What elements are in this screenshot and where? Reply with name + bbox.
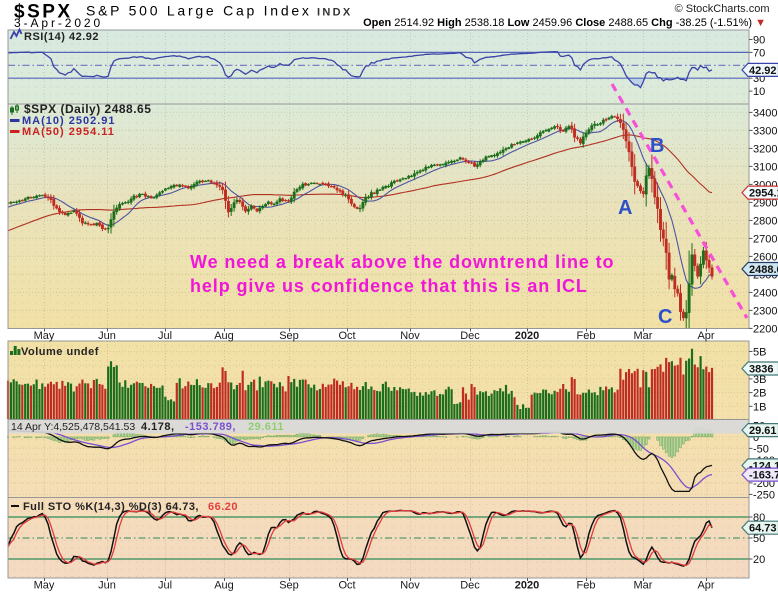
svg-text:Mar: Mar (634, 330, 653, 342)
svg-text:-50: -50 (753, 443, 769, 455)
svg-text:3400: 3400 (753, 107, 777, 119)
svg-text:3B: 3B (753, 374, 766, 386)
svg-text:1B: 1B (753, 401, 766, 413)
svg-text:C: C (658, 306, 672, 328)
svg-text:help give us confidence that t: help give us confidence that this is an … (190, 276, 588, 296)
svg-text:Dec: Dec (460, 330, 480, 342)
svg-text:-163.7: -163.7 (749, 470, 778, 482)
svg-text:Dec: Dec (460, 580, 480, 592)
svg-text:Feb: Feb (577, 580, 596, 592)
svg-text:3-Apr-2020: 3-Apr-2020 (14, 16, 103, 30)
svg-text:Aug: Aug (214, 330, 234, 342)
svg-text:42.92: 42.92 (749, 65, 777, 77)
svg-text:3300: 3300 (753, 125, 777, 137)
svg-text:Aug: Aug (214, 580, 234, 592)
svg-text:5B: 5B (753, 347, 766, 359)
svg-text:Jun: Jun (98, 580, 116, 592)
svg-text:0: 0 (753, 432, 759, 444)
svg-text:29.61: 29.61 (749, 425, 777, 437)
svg-text:4.178,: 4.178, (141, 421, 175, 433)
svg-text:Jul: Jul (158, 330, 172, 342)
svg-text:We need a break above the down: We need a break above the downtrend line… (190, 252, 614, 272)
svg-text:RSI(14) 42.92: RSI(14) 42.92 (24, 31, 99, 43)
svg-text:MA(50) 2954.11: MA(50) 2954.11 (22, 126, 115, 138)
svg-text:Full STO %K(14,3) %D(3) 64.73,: Full STO %K(14,3) %D(3) 64.73, (23, 501, 199, 513)
svg-text:2020: 2020 (515, 330, 539, 342)
svg-text:2200: 2200 (753, 323, 777, 335)
svg-text:10: 10 (753, 86, 765, 98)
svg-text:29.611: 29.611 (248, 421, 284, 433)
svg-text:May: May (34, 330, 55, 342)
svg-text:2800: 2800 (753, 215, 777, 227)
svg-text:3200: 3200 (753, 143, 777, 155)
svg-text:66.20: 66.20 (208, 501, 238, 513)
svg-text:2600: 2600 (753, 251, 777, 263)
svg-text:2700: 2700 (753, 233, 777, 245)
svg-text:3836: 3836 (749, 364, 773, 376)
svg-text:-153.789,: -153.789, (185, 421, 236, 433)
svg-text:$SPX: $SPX (14, 2, 73, 23)
svg-text:May: May (34, 580, 55, 592)
svg-text:Oct: Oct (338, 330, 355, 342)
svg-text:2954.11: 2954.11 (749, 188, 778, 200)
svg-text:2488.65: 2488.65 (749, 264, 778, 276)
svg-text:© StockCharts.com: © StockCharts.com (675, 3, 770, 15)
svg-text:B: B (650, 135, 664, 157)
svg-text:Apr: Apr (697, 330, 714, 342)
svg-text:Nov: Nov (400, 330, 420, 342)
svg-text:INDX: INDX (317, 7, 352, 19)
svg-text:MA(10) 2502.91: MA(10) 2502.91 (22, 115, 116, 127)
svg-text:2900: 2900 (753, 197, 777, 209)
svg-text:14 Apr Y:4,525,478,541.53: 14 Apr Y:4,525,478,541.53 (11, 421, 135, 433)
svg-text:Mar: Mar (634, 580, 653, 592)
svg-text:64.73: 64.73 (749, 523, 777, 535)
svg-text:Nov: Nov (400, 580, 420, 592)
svg-text:2300: 2300 (753, 305, 777, 317)
svg-text:Sep: Sep (279, 330, 299, 342)
svg-text:S&P 500 Large Cap Index: S&P 500 Large Cap Index (86, 3, 312, 19)
svg-text:2400: 2400 (753, 287, 777, 299)
svg-text:Apr: Apr (697, 580, 714, 592)
svg-text:2B: 2B (753, 388, 766, 400)
svg-text:Jun: Jun (98, 330, 116, 342)
svg-text:70: 70 (753, 47, 765, 59)
svg-text:Volume undef: Volume undef (21, 346, 99, 358)
svg-text:Oct: Oct (338, 580, 355, 592)
svg-text:A: A (618, 197, 632, 219)
svg-text:90: 90 (753, 35, 765, 47)
svg-text:2020: 2020 (515, 580, 539, 592)
svg-text:$SPX (Daily) 2488.65: $SPX (Daily) 2488.65 (24, 102, 151, 116)
svg-text:50: 50 (753, 533, 765, 545)
svg-text:20: 20 (753, 554, 765, 566)
svg-text:Sep: Sep (279, 580, 299, 592)
svg-text:Open 2514.92 High 2538.18 Low: Open 2514.92 High 2538.18 Low 2459.96 Cl… (363, 17, 766, 29)
svg-text:Feb: Feb (577, 330, 596, 342)
svg-text:3100: 3100 (753, 161, 777, 173)
svg-text:-250: -250 (753, 489, 775, 501)
svg-text:Jul: Jul (158, 580, 172, 592)
